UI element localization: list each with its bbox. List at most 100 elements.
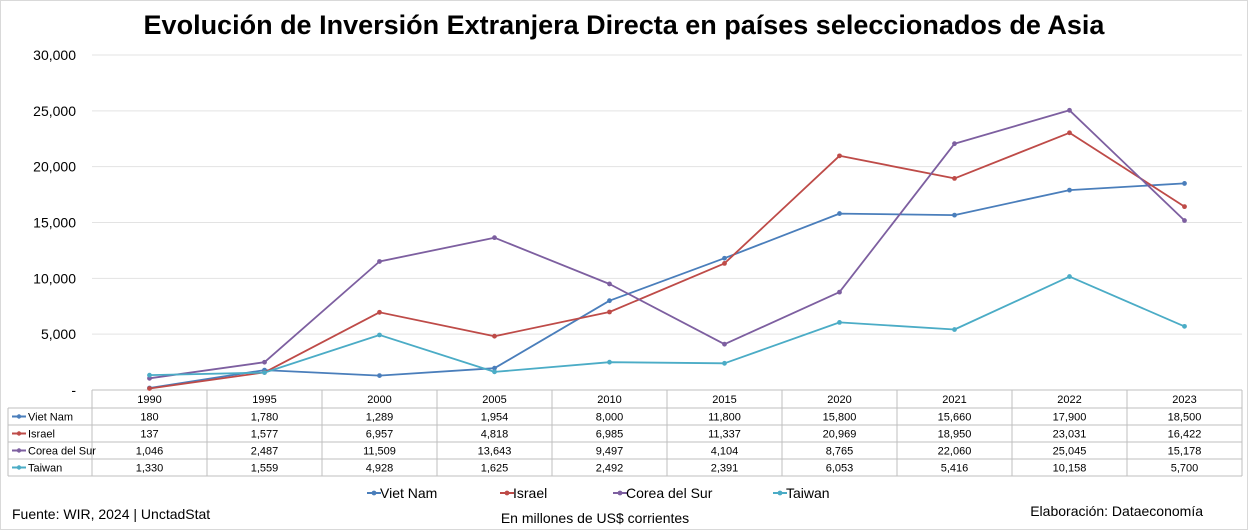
- x-category-label: 2022: [1057, 394, 1081, 406]
- table-cell: 10,158: [1053, 463, 1087, 475]
- table-cell: 1,625: [481, 463, 509, 475]
- table-cell: 1,046: [136, 446, 164, 458]
- table-cell: 16,422: [1168, 429, 1202, 441]
- data-point: [607, 298, 612, 304]
- legend-label: Corea del Sur: [626, 485, 713, 501]
- table-cell: 137: [140, 429, 158, 441]
- table-cell: 18,500: [1168, 412, 1202, 424]
- data-point: [492, 369, 497, 375]
- data-point: [722, 261, 727, 266]
- table-cell: 17,900: [1053, 412, 1087, 424]
- data-point: [1067, 187, 1072, 193]
- table-cell: 11,337: [708, 429, 741, 441]
- y-tick-label: 10,000: [33, 270, 76, 286]
- legend-key-marker: [617, 490, 623, 496]
- table-cell: 11,800: [708, 412, 741, 424]
- y-tick-label: 25,000: [33, 103, 76, 119]
- table-row-key-marker: [16, 431, 22, 436]
- data-point: [607, 359, 612, 365]
- table-cell: 15,660: [938, 412, 972, 424]
- table-cell: 2,487: [251, 446, 279, 458]
- table-row-series-name: Taiwan: [28, 463, 62, 475]
- table-cell: 1,780: [251, 412, 279, 424]
- x-category-label: 2000: [367, 394, 391, 406]
- table-cell: 5,700: [1171, 463, 1199, 475]
- table-cell: 22,060: [938, 446, 972, 458]
- table-cell: 20,969: [823, 429, 857, 441]
- series-taiwan: [147, 274, 1187, 378]
- series-israel: [147, 130, 1187, 391]
- data-point: [837, 211, 842, 216]
- table-cell: 2,391: [711, 463, 739, 475]
- table-cell: 8,765: [826, 446, 854, 458]
- data-point: [952, 175, 957, 181]
- data-point: [837, 289, 842, 295]
- source-note: Fuente: WIR, 2024 | UnctadStat: [12, 506, 210, 522]
- table-cell: 5,416: [941, 463, 969, 475]
- data-point: [1067, 274, 1072, 279]
- table-cell: 180: [140, 412, 158, 424]
- data-point: [147, 386, 152, 391]
- data-point: [377, 373, 382, 379]
- data-point: [1067, 130, 1072, 136]
- table-cell: 4,104: [711, 446, 739, 458]
- series-lines: [147, 107, 1187, 391]
- data-point: [1182, 218, 1187, 223]
- table-cell: 1,330: [136, 463, 164, 475]
- table-cell: 18,950: [938, 429, 972, 441]
- table-cell: 1,577: [251, 429, 279, 441]
- series-line: [149, 131, 1185, 390]
- data-point: [607, 281, 612, 287]
- y-tick-label: 15,000: [33, 215, 76, 231]
- data-point: [1182, 323, 1187, 329]
- data-point: [1067, 107, 1072, 113]
- legend: Viet Nam Israel Corea del Sur Taiwan: [367, 485, 830, 501]
- y-tick-label: 5,000: [41, 326, 76, 342]
- x-category-label: 2005: [482, 394, 506, 406]
- table-cell: 6,985: [596, 429, 624, 441]
- table-cell: 2,492: [596, 463, 624, 475]
- table-row-series-name: Viet Nam: [28, 412, 73, 424]
- legend-key-marker: [504, 490, 510, 496]
- series-line: [149, 109, 1186, 380]
- table-cell: 13,643: [478, 446, 512, 458]
- table-row-series-name: Israel: [28, 429, 55, 441]
- y-tick-label: 20,000: [33, 159, 76, 175]
- table-row-key-marker: [16, 414, 22, 419]
- table-cell: 25,045: [1053, 446, 1087, 458]
- data-point: [377, 309, 382, 315]
- table-cell: 15,800: [823, 412, 857, 424]
- y-tick-label: -: [71, 382, 76, 398]
- table-cell: 1,289: [366, 412, 394, 424]
- table-row-key-marker: [16, 465, 22, 470]
- data-point: [722, 255, 727, 261]
- table-cell: 23,031: [1053, 429, 1087, 441]
- data-point: [492, 365, 497, 371]
- data-point: [1182, 181, 1187, 186]
- table-row-series-name: Corea del Sur: [28, 446, 96, 458]
- data-table: 1990 1995 2000 2005 2010 2015 2020 2021 2022 2023…: [7, 389, 1243, 477]
- data-point: [607, 309, 612, 315]
- table-cell: 9,497: [596, 446, 624, 458]
- legend-label: Israel: [513, 485, 547, 501]
- table-cell: 8,000: [596, 412, 624, 424]
- table-row-key-marker: [16, 448, 22, 453]
- y-tick-label: 30,000: [33, 47, 76, 63]
- series-viet-nam: [147, 181, 1187, 391]
- data-point: [722, 360, 727, 366]
- series-line: [149, 275, 1185, 376]
- data-point: [952, 141, 957, 147]
- legend-key-marker: [371, 490, 377, 496]
- table-cell: 15,178: [1168, 446, 1202, 458]
- credit-note: Elaboración: Dataeconomía: [1030, 503, 1203, 519]
- data-point: [377, 332, 382, 338]
- x-category-label: 2015: [712, 394, 736, 406]
- data-point: [492, 235, 497, 241]
- data-point: [262, 359, 267, 365]
- table-cell: 4,818: [481, 429, 509, 441]
- table-cell: 1,954: [481, 412, 509, 424]
- data-point: [262, 370, 267, 375]
- x-category-label: 2023: [1172, 394, 1196, 406]
- data-point: [952, 212, 957, 218]
